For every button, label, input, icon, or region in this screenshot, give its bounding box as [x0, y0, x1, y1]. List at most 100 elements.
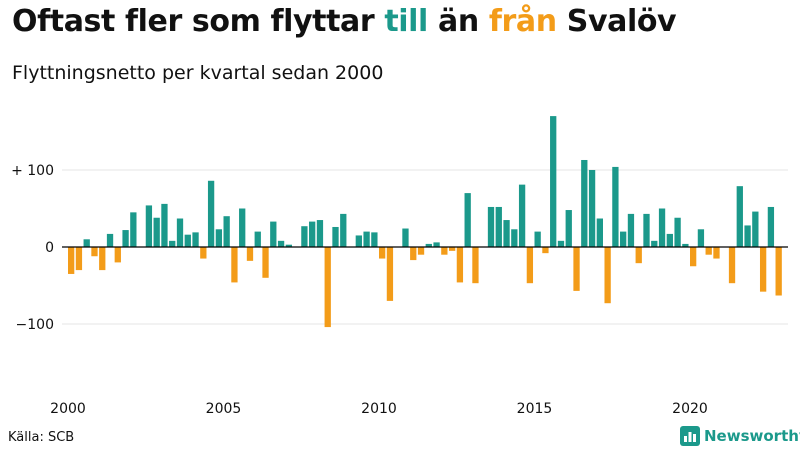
bar — [324, 247, 331, 328]
bar — [534, 231, 541, 247]
bar — [581, 159, 588, 247]
bar — [83, 239, 90, 247]
bar — [767, 206, 775, 247]
bar — [612, 166, 619, 247]
bar — [122, 230, 129, 247]
bar — [169, 240, 176, 247]
gridlines — [62, 169, 788, 325]
bar-chart-icon — [680, 426, 700, 446]
bar — [635, 247, 642, 264]
bar — [456, 247, 464, 283]
bar — [130, 212, 137, 247]
brand-logo: Newsworthy — [680, 426, 800, 446]
bar — [557, 240, 565, 247]
y-tick-label: 0 — [45, 240, 54, 256]
brand-name: Newsworthy — [704, 427, 800, 445]
bar — [682, 243, 689, 247]
bar — [114, 247, 121, 263]
bar — [604, 247, 611, 304]
bar — [99, 247, 106, 271]
bar — [588, 170, 596, 247]
bar — [277, 240, 285, 247]
bar — [705, 247, 712, 255]
bar — [744, 225, 751, 247]
bar — [565, 210, 572, 247]
chart-subtitle: Flyttningsnetto per kvartal sedan 2000 — [12, 62, 384, 84]
bar — [464, 193, 471, 247]
bar — [246, 247, 254, 261]
bar — [713, 247, 720, 259]
bar — [285, 244, 292, 247]
bar — [106, 233, 114, 247]
bar — [542, 247, 549, 254]
bar — [223, 216, 230, 247]
bar — [620, 231, 627, 247]
bar — [690, 247, 697, 267]
bar — [550, 116, 557, 247]
bar — [417, 247, 425, 255]
x-tick-label: 2000 — [50, 401, 86, 417]
bar — [651, 240, 658, 247]
x-tick-label: 2020 — [672, 401, 708, 417]
bar — [207, 180, 215, 247]
bar — [192, 232, 199, 247]
bar — [379, 247, 386, 259]
bar — [254, 231, 261, 247]
bar — [184, 234, 191, 247]
bar — [161, 203, 168, 247]
title-word-fran: från — [488, 4, 557, 39]
title-part-1: Oftast fler som flyttar — [12, 4, 385, 39]
y-tick-label: −100 — [16, 317, 54, 333]
bar — [759, 247, 767, 292]
bar — [441, 247, 448, 255]
bar — [643, 213, 650, 247]
bar — [658, 208, 666, 247]
bar — [75, 247, 83, 271]
bar — [410, 247, 417, 261]
x-tick-label: 2015 — [517, 401, 553, 417]
bar — [309, 221, 316, 247]
bar — [386, 247, 394, 301]
bar — [518, 184, 526, 247]
bar — [200, 247, 207, 259]
bar — [371, 232, 378, 247]
bar — [91, 247, 98, 257]
bar — [752, 211, 759, 247]
bar — [511, 229, 518, 247]
bar — [332, 226, 339, 247]
bar — [215, 229, 223, 247]
x-tick-label: 2010 — [361, 401, 397, 417]
bar — [526, 247, 534, 284]
bar — [666, 233, 673, 247]
bar — [728, 247, 736, 284]
bar — [472, 247, 479, 284]
bar — [736, 186, 743, 247]
bar — [316, 220, 324, 247]
bar — [596, 218, 603, 247]
y-axis-ticks: + 100 0 −100 — [11, 163, 54, 333]
bar — [355, 235, 362, 247]
bar — [448, 247, 456, 251]
title-part-3: än — [427, 4, 489, 39]
bar — [176, 218, 184, 247]
bar — [495, 206, 502, 247]
bar — [231, 247, 238, 283]
bar — [697, 229, 705, 247]
bars — [68, 116, 782, 328]
bar — [627, 213, 635, 247]
title-part-5: Svalöv — [556, 4, 677, 39]
bar — [239, 208, 246, 247]
source-note: Källa: SCB — [8, 430, 75, 445]
bar — [425, 243, 432, 247]
x-axis-ticks: 2000 2005 2010 2015 2020 — [50, 401, 708, 417]
bar — [433, 242, 440, 247]
bar — [573, 247, 580, 291]
chart-title: Oftast fler som flyttar till än från Sva… — [12, 4, 677, 39]
bar — [301, 226, 308, 247]
bar — [402, 228, 409, 247]
bar — [270, 221, 277, 247]
x-tick-label: 2005 — [206, 401, 242, 417]
bar-chart: + 100 0 −100 2000 2005 2010 2015 2020 — [11, 116, 788, 417]
title-word-till: till — [384, 4, 428, 39]
bar — [674, 217, 681, 247]
